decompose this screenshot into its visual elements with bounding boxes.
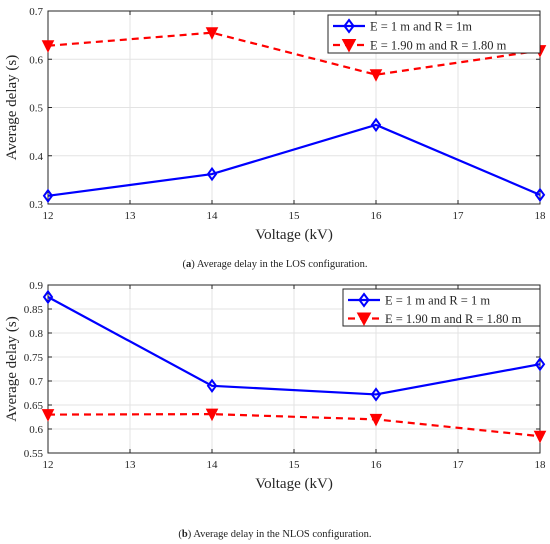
series-line	[47, 413, 541, 438]
y-tick-label: 0.6	[29, 424, 43, 436]
legend-marker	[341, 39, 357, 53]
data-point	[42, 289, 54, 305]
legend-label: E = 1.90 m and R = 1.80 m	[370, 39, 507, 53]
data-point	[370, 387, 382, 402]
x-axis-label: Voltage (kV)	[255, 227, 333, 243]
data-point	[534, 356, 546, 372]
data-point	[369, 413, 383, 427]
series-1	[42, 117, 546, 203]
data-point	[206, 166, 218, 182]
data-point	[369, 69, 383, 82]
data-point	[42, 188, 54, 203]
data-point	[205, 27, 219, 40]
chart-nlos: 12 13 14 15 16 17 18 0.55 0.6 0.65 0.7 0.75 0.8 0.85 0…	[4, 280, 547, 492]
data-point	[370, 117, 382, 133]
x-tick-label: 18	[535, 459, 547, 471]
x-tick-label: 13	[125, 210, 137, 222]
x-tick-label: 14	[207, 459, 219, 471]
series-2	[41, 408, 547, 444]
data-point	[205, 408, 219, 422]
legend-label: E = 1.90 m and R = 1.80 m	[385, 312, 522, 326]
x-tick-label: 12	[43, 459, 54, 471]
y-tick-label: 0.7	[29, 6, 43, 18]
y-tick-label: 0.6	[29, 54, 43, 66]
y-tick-label: 0.5	[29, 103, 43, 115]
data-point	[41, 40, 55, 53]
data-point	[41, 409, 55, 422]
series-1	[42, 289, 546, 402]
legend-marker	[356, 312, 372, 327]
y-tick-label: 0.8	[29, 328, 43, 340]
y-tick-label: 0.9	[29, 280, 43, 292]
x-tick-label: 14	[207, 210, 219, 222]
y-axis-label: Average delay (s)	[4, 316, 20, 422]
x-tick-label: 18	[535, 210, 547, 222]
x-tick-label: 15	[289, 459, 301, 471]
caption-los: (a) Average delay in the LOS configurati…	[182, 259, 368, 270]
x-tick-label: 16	[371, 210, 383, 222]
x-tick-label: 15	[289, 210, 301, 222]
legend: E = 1 m and R = 1 m E = 1.90 m and R = 1.…	[342, 288, 541, 327]
x-tick-label: 13	[125, 459, 137, 471]
legend: E = 1 m and R = 1m E = 1.90 m and R = 1.8…	[327, 14, 541, 54]
series-line	[47, 123, 541, 197]
series-line	[47, 296, 541, 396]
x-tick-label: 12	[43, 210, 54, 222]
legend-label: E = 1 m and R = 1 m	[385, 294, 490, 308]
legend-label: E = 1 m and R = 1m	[370, 20, 472, 34]
y-tick-label: 0.7	[29, 376, 43, 388]
y-tick-label: 0.3	[29, 199, 43, 211]
legend-box	[342, 288, 541, 327]
y-tick-label: 0.65	[24, 400, 44, 412]
x-tick-label: 17	[453, 459, 465, 471]
data-point	[533, 430, 547, 444]
y-axis-label: Average delay (s)	[4, 55, 20, 161]
legend-marker	[343, 18, 355, 34]
x-tick-label: 16	[371, 459, 383, 471]
y-tick-label: 0.4	[29, 151, 43, 163]
y-tick-label: 0.85	[24, 304, 44, 316]
caption-nlos: (b) Average delay in the NLOS configurat…	[178, 529, 372, 540]
legend-box	[327, 14, 541, 54]
legend-marker	[358, 292, 370, 308]
y-tick-label: 0.75	[24, 352, 44, 364]
x-tick-label: 17	[453, 210, 465, 222]
y-tick-label: 0.55	[24, 448, 44, 460]
data-point	[534, 187, 546, 203]
x-axis-label: Voltage (kV)	[255, 476, 333, 492]
chart-los: 12 13 14 15 16 17 18 0.3 0.4 0.5 0.6 0.7 Voltage (kV…	[4, 6, 547, 243]
data-point	[206, 378, 218, 394]
